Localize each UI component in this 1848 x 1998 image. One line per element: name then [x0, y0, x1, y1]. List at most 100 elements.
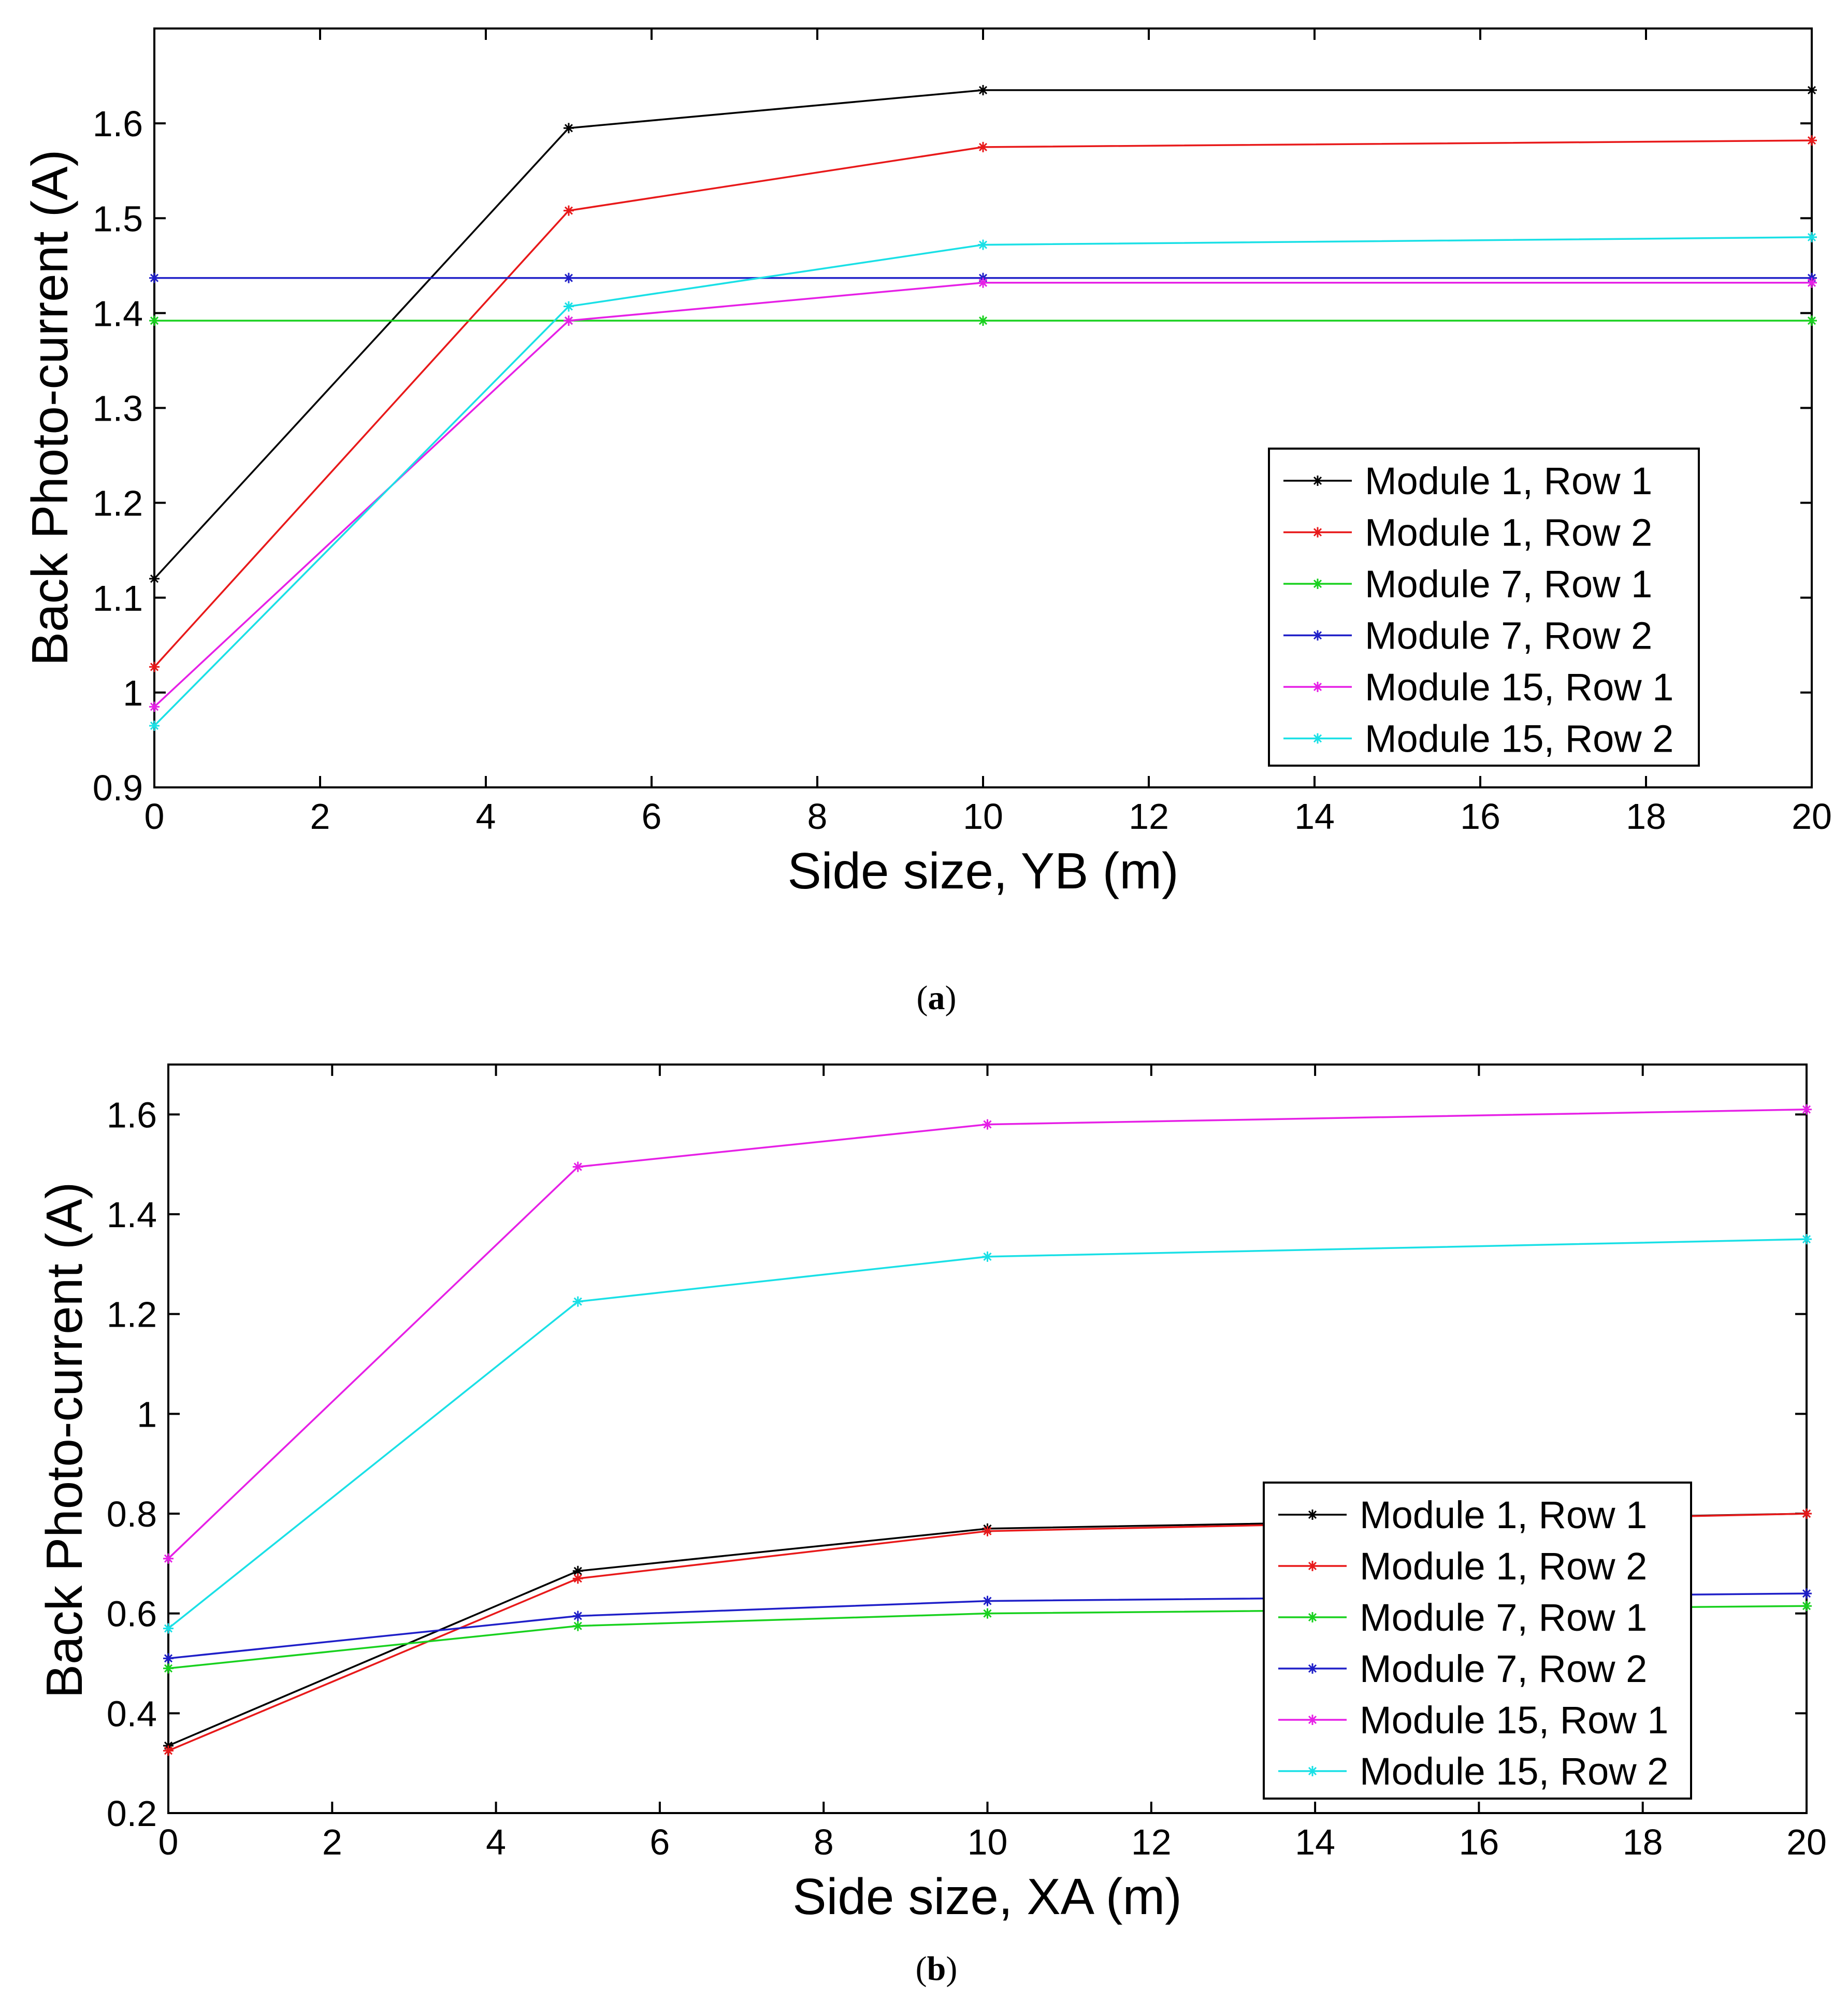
y-tick-label: 1.5	[93, 198, 143, 239]
x-tick-label: 4	[486, 1822, 506, 1862]
marker-stroke	[1802, 1105, 1811, 1114]
legend-swatch-marker	[1307, 1561, 1318, 1571]
legend-swatch-marker	[1312, 579, 1323, 589]
data-point	[1807, 277, 1817, 288]
marker-stroke	[978, 85, 988, 95]
data-point	[149, 573, 160, 584]
series-line	[153, 89, 1812, 580]
marker-stroke	[564, 316, 573, 325]
legend-swatch-marker	[1307, 1715, 1318, 1725]
marker-stroke	[978, 316, 988, 325]
legend-entry: Module 7, Row 1	[1365, 563, 1652, 606]
marker-stroke	[1807, 278, 1816, 287]
data-point	[163, 1663, 174, 1674]
marker-stroke	[573, 1297, 582, 1306]
x-tick-label: 2	[322, 1822, 342, 1862]
legend-swatch-marker	[1307, 1663, 1318, 1674]
chart-panel-b: 0 2 4 6 8 10 12 14 16 18 200.20.40.60.811.21.41.6 …	[36, 1063, 1827, 1988]
marker-stroke	[1802, 1509, 1811, 1518]
y-tick-label: 1.1	[93, 578, 143, 619]
data-point	[1807, 315, 1817, 326]
panel-letter-b: b	[927, 1950, 946, 1988]
data-point	[572, 1611, 583, 1621]
series-line	[153, 282, 1812, 708]
marker-stroke	[983, 1609, 992, 1618]
legend-entry: Module 15, Row 1	[1360, 1699, 1668, 1742]
marker-stroke	[150, 316, 159, 325]
data-point	[978, 141, 988, 152]
data-point	[1807, 85, 1817, 96]
legend-swatch-marker	[1307, 1766, 1318, 1776]
marker-stroke	[1802, 1589, 1811, 1598]
data-point	[1801, 1508, 1812, 1519]
x-tick-label: 6	[642, 796, 662, 837]
x-axis-title-b: Side size, XA (m)	[792, 1868, 1182, 1925]
x-tick-label: 8	[807, 796, 828, 837]
legend-b: Module 1, Row 1 Module 1, Row 2 Module 7, …	[1263, 1482, 1692, 1800]
data-point	[982, 1251, 993, 1262]
marker-stroke	[1308, 1664, 1317, 1673]
marker-stroke	[564, 124, 573, 133]
data-point	[1807, 232, 1817, 242]
data-point	[163, 1553, 174, 1564]
data-point	[978, 315, 988, 326]
x-tick-label: 20	[1786, 1822, 1827, 1862]
x-tick-label: 14	[1295, 1822, 1335, 1862]
data-point	[564, 205, 574, 216]
legend-swatch-marker	[1312, 682, 1323, 692]
x-tick-label: 20	[1792, 796, 1832, 837]
data-point	[163, 1623, 174, 1634]
marker-stroke	[564, 206, 573, 215]
panel-letter-a: a	[928, 979, 945, 1017]
ticks-b: 0 2 4 6 8 10 12 14 16 18 20 0.2 0.4 0.6 0.8 1 1.2 1.4 1.6	[107, 1065, 1827, 1862]
marker-stroke	[983, 1252, 992, 1261]
data-point	[978, 239, 988, 250]
legend-entry: Module 15, Row 2	[1365, 717, 1673, 760]
x-tick-label: 0	[158, 1822, 179, 1862]
x-tick-label: 10	[963, 796, 1003, 837]
marker-stroke	[150, 702, 159, 711]
data-point	[163, 1653, 174, 1664]
y-tick-label: 0.6	[107, 1594, 157, 1634]
y-tick-label: 1.4	[107, 1195, 157, 1235]
marker-stroke	[1802, 1602, 1811, 1611]
marker-stroke	[983, 1527, 992, 1535]
data-point	[978, 277, 988, 288]
legend-entry: Module 7, Row 1	[1360, 1596, 1647, 1639]
marker-stroke	[1807, 85, 1816, 95]
x-tick-label: 18	[1626, 796, 1666, 837]
series-line	[153, 236, 1812, 727]
x-tick-label: 12	[1131, 1822, 1172, 1862]
y-tick-label: 1.4	[93, 293, 143, 334]
marker-stroke	[573, 1621, 582, 1630]
marker-stroke	[1313, 528, 1322, 537]
x-tick-label: 12	[1129, 796, 1169, 837]
marker-stroke	[1313, 734, 1322, 743]
marker-stroke	[164, 1664, 173, 1673]
legend-entry: Module 7, Row 2	[1360, 1647, 1647, 1690]
data-point	[572, 1161, 583, 1172]
data-point	[1801, 1234, 1812, 1245]
chart-panel-a: 0 2 4 6 8 10 12 14 16 18 200.911.11.21.31.41.51.6 …	[21, 27, 1832, 1017]
y-tick-label: 1.3	[93, 389, 143, 429]
marker-stroke	[978, 142, 988, 151]
x-tick-label: 10	[968, 1822, 1008, 1862]
data-point	[572, 1620, 583, 1631]
marker-stroke	[1308, 1561, 1317, 1571]
x-tick-label: 4	[476, 796, 496, 837]
data-point	[149, 272, 160, 283]
series-line	[153, 139, 1812, 668]
data-point	[1807, 135, 1817, 146]
marker-stroke	[150, 574, 159, 583]
y-tick-label: 1.6	[93, 104, 143, 144]
legend-swatch-marker	[1312, 527, 1323, 538]
y-tick-label: 0.9	[93, 768, 143, 808]
marker-stroke	[1313, 631, 1322, 640]
y-tick-label: 1.2	[107, 1295, 157, 1335]
data-point	[982, 1526, 993, 1536]
x-tick-label: 14	[1294, 796, 1335, 837]
data-point	[564, 301, 574, 312]
x-tick-label: 8	[814, 1822, 834, 1862]
marker-stroke	[1308, 1715, 1317, 1724]
